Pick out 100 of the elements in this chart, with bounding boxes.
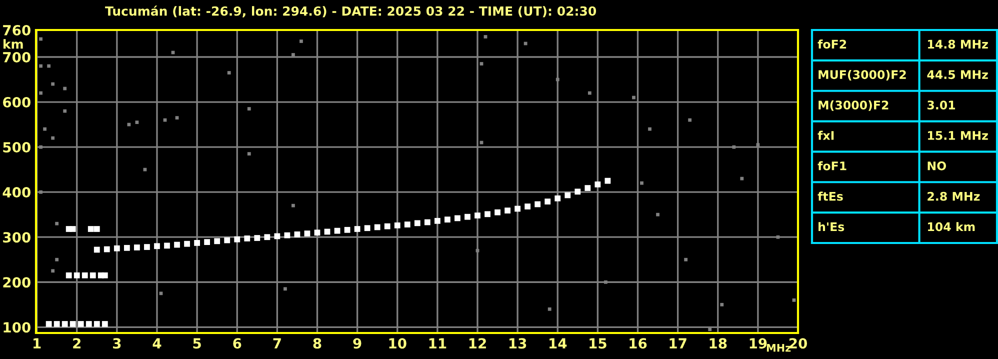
chart-title: Tucumán (lat: -26.9, lon: 294.6) - DATE: 2025 03 22 - TIME (UT): 02:30 [105, 6, 596, 18]
point [244, 236, 250, 242]
point [127, 122, 131, 126]
point [102, 321, 108, 327]
point [604, 280, 608, 284]
point [46, 321, 52, 327]
point [143, 168, 147, 172]
point [740, 176, 744, 180]
x-tick-label: 20 [789, 338, 807, 349]
point [86, 321, 92, 327]
text: M(3000)F2 [818, 100, 888, 111]
point [55, 222, 59, 226]
point [39, 145, 43, 149]
point [55, 258, 59, 262]
point [70, 226, 76, 232]
point [214, 238, 220, 244]
text: 44.5 MHz [927, 70, 988, 80]
point [480, 140, 484, 144]
point [404, 222, 410, 228]
point [632, 96, 636, 100]
point [604, 178, 611, 184]
text: 15.1 MHz [928, 131, 988, 140]
point [247, 107, 251, 110]
x-tick-label: 18 [710, 338, 727, 349]
text: fxI [818, 130, 834, 140]
point [194, 240, 200, 246]
y-tick-label: 700 [3, 52, 30, 62]
y-axis-title: km [4, 39, 23, 49]
point [584, 185, 591, 191]
point [154, 243, 160, 250]
point [792, 298, 796, 302]
point [384, 223, 390, 230]
point [159, 292, 163, 296]
point [114, 245, 120, 252]
x-tick-label: 10 [389, 338, 406, 349]
text: 14.8 MHz [928, 40, 988, 49]
point [514, 206, 521, 212]
x-tick-label: 19 [750, 338, 767, 349]
point [88, 226, 94, 232]
point [204, 239, 210, 245]
x-tick-label: 8 [313, 338, 322, 349]
point [474, 212, 480, 218]
point [39, 64, 43, 68]
point [464, 214, 470, 220]
point [51, 82, 55, 86]
point [224, 237, 230, 244]
x-tick-label: 14 [550, 338, 567, 348]
point [174, 242, 180, 248]
point [135, 120, 139, 124]
text: 2.8 MHz [928, 192, 980, 201]
point [43, 127, 47, 131]
point [102, 272, 108, 278]
y-tick-label: 600 [3, 97, 30, 108]
point [284, 232, 290, 238]
point [134, 244, 140, 250]
point [548, 307, 552, 311]
point [254, 235, 260, 241]
point [63, 109, 67, 113]
point [594, 181, 601, 188]
point [274, 233, 280, 240]
point [104, 246, 110, 252]
x-tick-label: 2 [73, 338, 80, 348]
point [476, 248, 480, 252]
text: MUF(3000)F2 [818, 70, 906, 80]
point [164, 242, 170, 249]
point [39, 91, 43, 95]
point [374, 224, 380, 230]
point [504, 208, 510, 214]
point [78, 321, 84, 327]
point [247, 152, 251, 156]
point [51, 136, 55, 140]
point [292, 204, 295, 208]
point [294, 231, 300, 238]
text: ftEs [818, 192, 843, 201]
point [524, 204, 531, 210]
x-tick-label: 6 [233, 338, 242, 349]
point [484, 35, 488, 38]
point [656, 212, 660, 216]
point [732, 145, 736, 149]
point [414, 220, 420, 226]
x-tick-label: 1 [34, 338, 41, 348]
y-tick-label: 200 [3, 277, 30, 288]
point [648, 127, 652, 131]
point [70, 321, 76, 327]
x-tick-label: 9 [353, 338, 362, 349]
point [688, 118, 692, 122]
point [47, 64, 51, 68]
point [554, 195, 561, 202]
point [720, 302, 724, 306]
x-tick-label: 7 [273, 338, 281, 348]
point [314, 230, 320, 236]
point [63, 86, 67, 90]
point [524, 42, 528, 46]
x-tick-label: 3 [113, 338, 121, 349]
y-tick-label: 400 [2, 187, 30, 198]
x-tick-label: 13 [509, 338, 526, 349]
text: foF1 [818, 161, 846, 170]
point [304, 230, 310, 236]
point [82, 272, 88, 278]
point [480, 62, 484, 66]
